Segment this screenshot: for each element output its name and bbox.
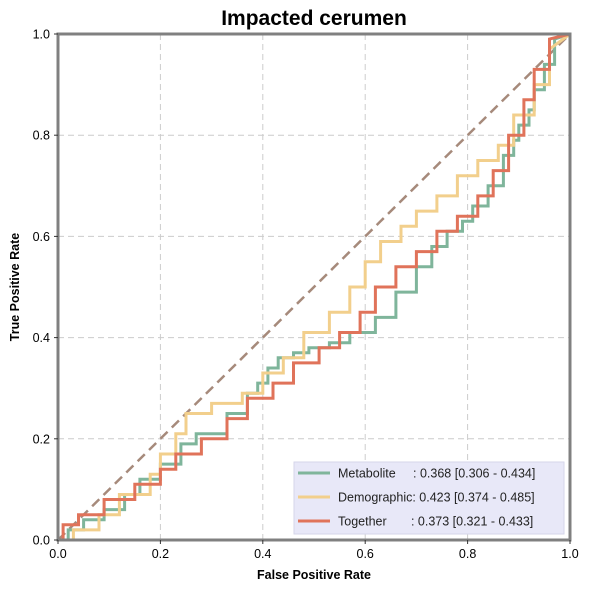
y-tick-label: 0.0 bbox=[33, 534, 50, 548]
legend-label-demographic: Demographic: 0.423 [0.374 - 0.485] bbox=[338, 491, 535, 505]
x-axis-label: False Positive Rate bbox=[257, 568, 371, 582]
chart-title: Impacted cerumen bbox=[221, 7, 407, 30]
axis-ticks: 0.0 0.2 0.4 0.6 0.8 1.0 0.0 0.2 0.4 0.6 0.8 1.0 bbox=[33, 28, 579, 562]
series-line-demographic bbox=[58, 32, 571, 542]
x-tick-label: 0.6 bbox=[357, 547, 374, 561]
x-tick-label: 0.4 bbox=[254, 547, 271, 561]
x-tick-label: 0.2 bbox=[152, 547, 169, 561]
y-tick-label: 0.2 bbox=[33, 432, 50, 446]
legend-label-together: Together : 0.373 [0.321 - 0.433] bbox=[338, 515, 533, 529]
y-tick-label: 0.4 bbox=[33, 331, 50, 345]
y-tick-label: 1.0 bbox=[33, 28, 50, 42]
legend-box bbox=[293, 461, 565, 535]
y-tick-label: 0.8 bbox=[33, 129, 50, 143]
plot-frame bbox=[56, 32, 572, 542]
x-tick-label: 0.0 bbox=[49, 547, 66, 561]
grid-lines bbox=[58, 34, 570, 540]
y-axis-label: True Positive Rate bbox=[8, 233, 22, 341]
plot-area bbox=[56, 32, 572, 542]
legend: Metabolite : 0.368 [0.306 - 0.434] Demogr… bbox=[293, 461, 565, 535]
y-tick-label: 0.6 bbox=[33, 230, 50, 244]
x-tick-label: 0.8 bbox=[459, 547, 476, 561]
chance-diagonal-line bbox=[57, 33, 571, 541]
legend-label-metabolite: Metabolite : 0.368 [0.306 - 0.434] bbox=[338, 467, 535, 481]
series-line-together bbox=[58, 32, 571, 542]
x-tick-label: 1.0 bbox=[561, 547, 578, 561]
